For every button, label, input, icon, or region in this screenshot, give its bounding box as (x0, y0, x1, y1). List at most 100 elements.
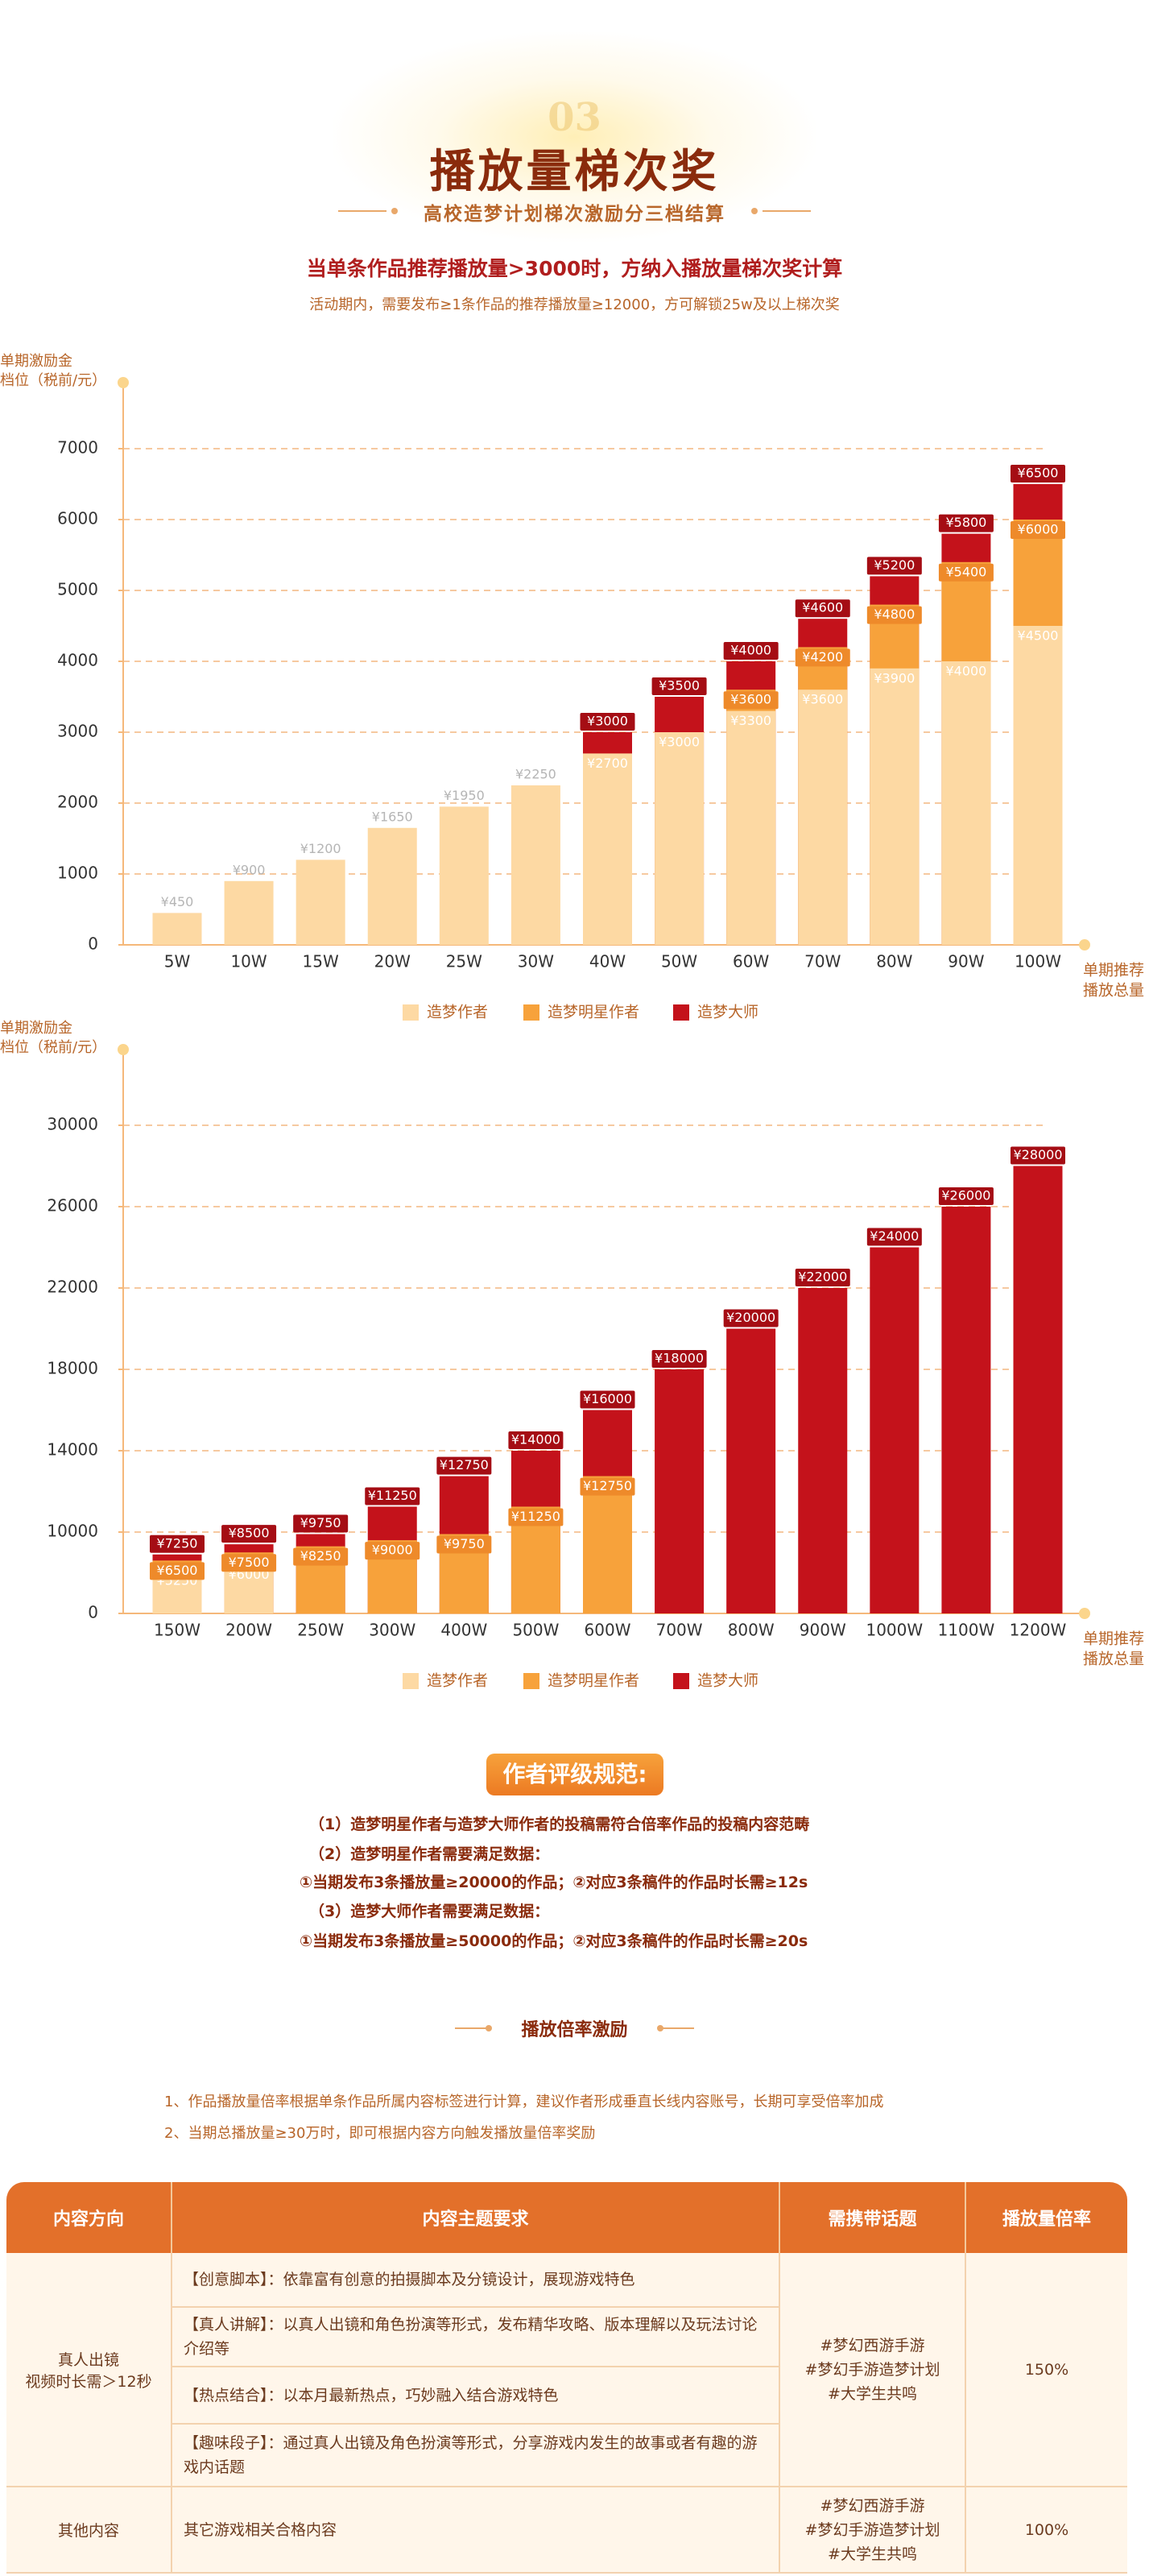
x-tick-label: 400W (440, 1621, 487, 1640)
y-tick-label: 26000 (47, 1196, 98, 1216)
value-label-bg (723, 691, 779, 710)
bar (798, 1288, 848, 1613)
x-tick-label: 80W (876, 952, 912, 971)
axis-end (1079, 1608, 1090, 1619)
decor-line (455, 2027, 487, 2029)
rating-line: ①当期发布3条播放量≥20000的作品；②对应3条稿件的作品时长需≥12s (300, 1874, 808, 1891)
legend-label: 造梦作者 (427, 1004, 488, 1021)
legend-swatch (523, 1673, 539, 1689)
value-label-bg (436, 1456, 492, 1475)
value-label-bg (723, 642, 779, 660)
value-label-bg (651, 1350, 707, 1368)
x-tick-label: 60W (733, 952, 769, 971)
value-label: ¥6500 (157, 1563, 198, 1578)
incentive-table: 内容方向 内容主题要求 需携带话题 播放量倍率 真人出镜 视频时长需＞12秒 【… (6, 2182, 1127, 2574)
title-glow (333, 32, 816, 242)
value-label-bg (580, 1477, 635, 1496)
requirement-cell: 【真人讲解】：以真人出镜和角色扮演等形式，发布精华攻略、版本理解以及玩法讨论介绍… (172, 2308, 780, 2367)
bar (510, 785, 560, 945)
multiplier-line: 2、当期总播放量≥30万时，即可根据内容方向触发播放量倍率奖励 (164, 2125, 596, 2142)
header-cell: 需携带话题 (780, 2182, 966, 2253)
value-label-bg (938, 563, 994, 582)
value-label: ¥6000 (1018, 522, 1059, 537)
value-label-bg (293, 1514, 349, 1533)
x-tick-label: 600W (585, 1621, 631, 1640)
y-axis-label: 单期激励金 (0, 353, 72, 370)
x-axis-label: 单期推荐 (1083, 962, 1144, 979)
bar (1013, 1166, 1063, 1613)
value-label: ¥16000 (583, 1391, 632, 1406)
value-label-bg (436, 1535, 492, 1554)
value-label-bg (723, 1309, 779, 1327)
value-label: ¥4800 (874, 607, 915, 622)
decor-dot (657, 2025, 663, 2031)
value-label: ¥11250 (511, 1509, 560, 1524)
cell-text: 真人出镜 (57, 2350, 119, 2369)
direction-cell: 真人出镜 视频时长需＞12秒 (6, 2253, 172, 2487)
value-label-bg (508, 1508, 564, 1526)
y-axis-label: 档位（税前/元） (0, 1039, 106, 1056)
subtitle: 高校造梦计划梯次激励分三档结算 (424, 204, 725, 225)
cell-text: #梦幻西游手游 (820, 2336, 925, 2354)
topics-cell: #梦幻西游手游 #梦幻手游造梦计划 #大学生共鸣 (780, 2487, 966, 2574)
value-label: ¥4000 (945, 664, 986, 679)
x-tick-label: 90W (948, 952, 984, 971)
rate-cell: 100% (966, 2487, 1127, 2574)
decor-line (763, 210, 811, 212)
value-label: ¥9750 (444, 1536, 485, 1551)
table-row: 真人出镜 视频时长需＞12秒 【创意脚本】：依靠富有创意的拍摄脚本及分镜设计，展… (6, 2253, 1127, 2487)
y-tick-label: 22000 (47, 1278, 98, 1297)
value-label: ¥3900 (874, 670, 915, 685)
value-label-bg (221, 1554, 277, 1572)
cell-text: 视频时长需＞12秒 (25, 2372, 152, 2391)
y-tick-label: 6000 (57, 509, 98, 528)
x-tick-label: 300W (369, 1621, 415, 1640)
x-tick-label: 25W (446, 952, 482, 971)
value-label: ¥3000 (659, 735, 700, 750)
bar (1013, 626, 1063, 945)
decor-line (338, 210, 386, 212)
x-axis-label: 播放总量 (1083, 982, 1144, 1000)
y-tick-label: 3000 (57, 722, 98, 741)
rating-line: （1）造梦明星作者与造梦大师作者的投稿需符合倍率作品的投稿内容范畴 (309, 1816, 810, 1833)
legend-swatch (403, 1673, 419, 1689)
bar (655, 732, 705, 945)
bar (152, 913, 202, 945)
axis-end (118, 377, 129, 388)
value-label: ¥6500 (1018, 466, 1059, 481)
axis-end (1079, 939, 1090, 950)
value-label: ¥9000 (372, 1543, 413, 1558)
value-label-bg (795, 599, 850, 618)
x-tick-label: 30W (518, 952, 554, 971)
x-tick-label: 70W (804, 952, 841, 971)
value-label: ¥3500 (659, 678, 700, 694)
y-tick-label: 1000 (57, 863, 98, 883)
bar (583, 1476, 632, 1613)
notice-main: 当单条作品推荐播放量>3000时，方纳入播放量梯次奖计算 (306, 257, 843, 280)
y-tick-label: 7000 (57, 438, 98, 458)
value-label: ¥24000 (870, 1228, 919, 1244)
y-tick-label: 18000 (47, 1359, 98, 1378)
bar (439, 806, 489, 945)
bar (798, 690, 848, 945)
x-tick-label: 250W (297, 1621, 344, 1640)
legend-swatch (673, 1004, 689, 1021)
value-label-bg (938, 1187, 994, 1205)
rating-line: （2）造梦明星作者需要满足数据： (309, 1845, 550, 1863)
x-tick-label: 10W (230, 952, 267, 971)
value-label-bg (150, 1562, 205, 1580)
requirement-cell: 【热点结合】：以本月最新热点，巧妙融入结合游戏特色 (172, 2367, 780, 2425)
requirement-cell: 【趣味段子】：通过真人出镜及角色扮演等形式，分享游戏内发生的故事或者有趣的游戏内… (172, 2425, 780, 2487)
value-label-bg (1011, 521, 1065, 539)
rating-line: ①当期发布3条播放量≥50000的作品；②对应3条稿件的作品时长需≥20s (300, 1932, 808, 1950)
value-label-bg (938, 514, 994, 532)
bar (941, 661, 991, 945)
y-tick-label: 4000 (57, 651, 98, 670)
value-label: ¥5400 (945, 564, 986, 579)
value-label: ¥4500 (1018, 628, 1059, 644)
x-tick-label: 150W (154, 1621, 200, 1640)
axis-end (118, 1044, 129, 1055)
value-label: ¥3000 (587, 714, 628, 729)
decor-dot (751, 208, 758, 214)
decor-dot (391, 208, 398, 214)
